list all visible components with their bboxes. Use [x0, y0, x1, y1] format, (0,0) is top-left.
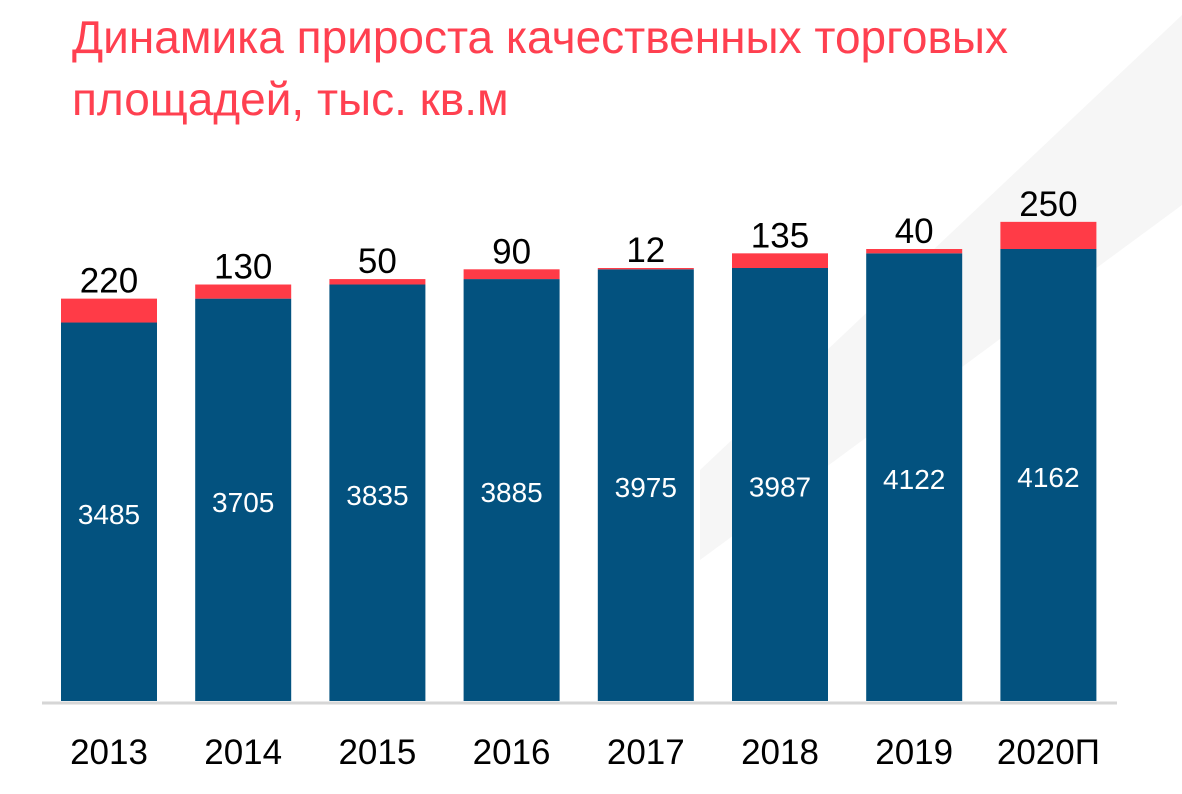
bar-base	[195, 298, 292, 701]
x-tick-label: 2020П	[997, 733, 1100, 772]
data-label-base: 3885	[480, 477, 542, 508]
data-label-increase: 90	[492, 232, 531, 271]
data-label-base: 3705	[212, 487, 274, 518]
data-label-increase: 130	[214, 248, 272, 287]
bar-base	[61, 322, 157, 701]
bar-increase	[61, 298, 157, 323]
bar-increase	[195, 284, 292, 299]
x-tick-label: 2017	[607, 733, 685, 772]
bar-base	[329, 284, 426, 701]
x-tick-label: 2014	[204, 733, 282, 772]
data-label-base: 4122	[883, 464, 945, 495]
data-label-increase: 220	[80, 262, 138, 301]
data-label-increase: 250	[1019, 185, 1077, 224]
bar-increase	[463, 269, 560, 280]
bar-base	[732, 268, 828, 701]
bar-base	[1000, 249, 1097, 701]
bar-base	[463, 279, 560, 701]
bar-increase	[732, 253, 828, 269]
data-label-base: 3975	[615, 472, 677, 503]
data-label-increase: 50	[358, 242, 397, 281]
chart-title: Динамика прироста качественных торговых …	[72, 11, 1008, 125]
bar-increase	[1000, 221, 1097, 249]
x-tick-label: 2015	[338, 733, 416, 772]
x-tick-label: 2019	[875, 733, 953, 772]
data-label-increase: 40	[895, 212, 934, 251]
x-tick-label: 2016	[473, 733, 551, 772]
bar-increase	[597, 268, 694, 270]
bar-increase	[329, 279, 426, 285]
data-label-increase: 135	[751, 216, 809, 255]
data-label-base: 3835	[346, 480, 408, 511]
x-tick-label: 2018	[741, 733, 819, 772]
x-tick-label: 2013	[70, 733, 148, 772]
data-label-base: 3485	[78, 499, 140, 530]
data-label-base: 3987	[749, 472, 811, 503]
bar-base	[597, 269, 694, 701]
data-label-base: 4162	[1017, 462, 1079, 493]
data-label-increase: 12	[626, 231, 665, 270]
bar-increase	[866, 249, 963, 254]
bar-base	[866, 253, 963, 702]
